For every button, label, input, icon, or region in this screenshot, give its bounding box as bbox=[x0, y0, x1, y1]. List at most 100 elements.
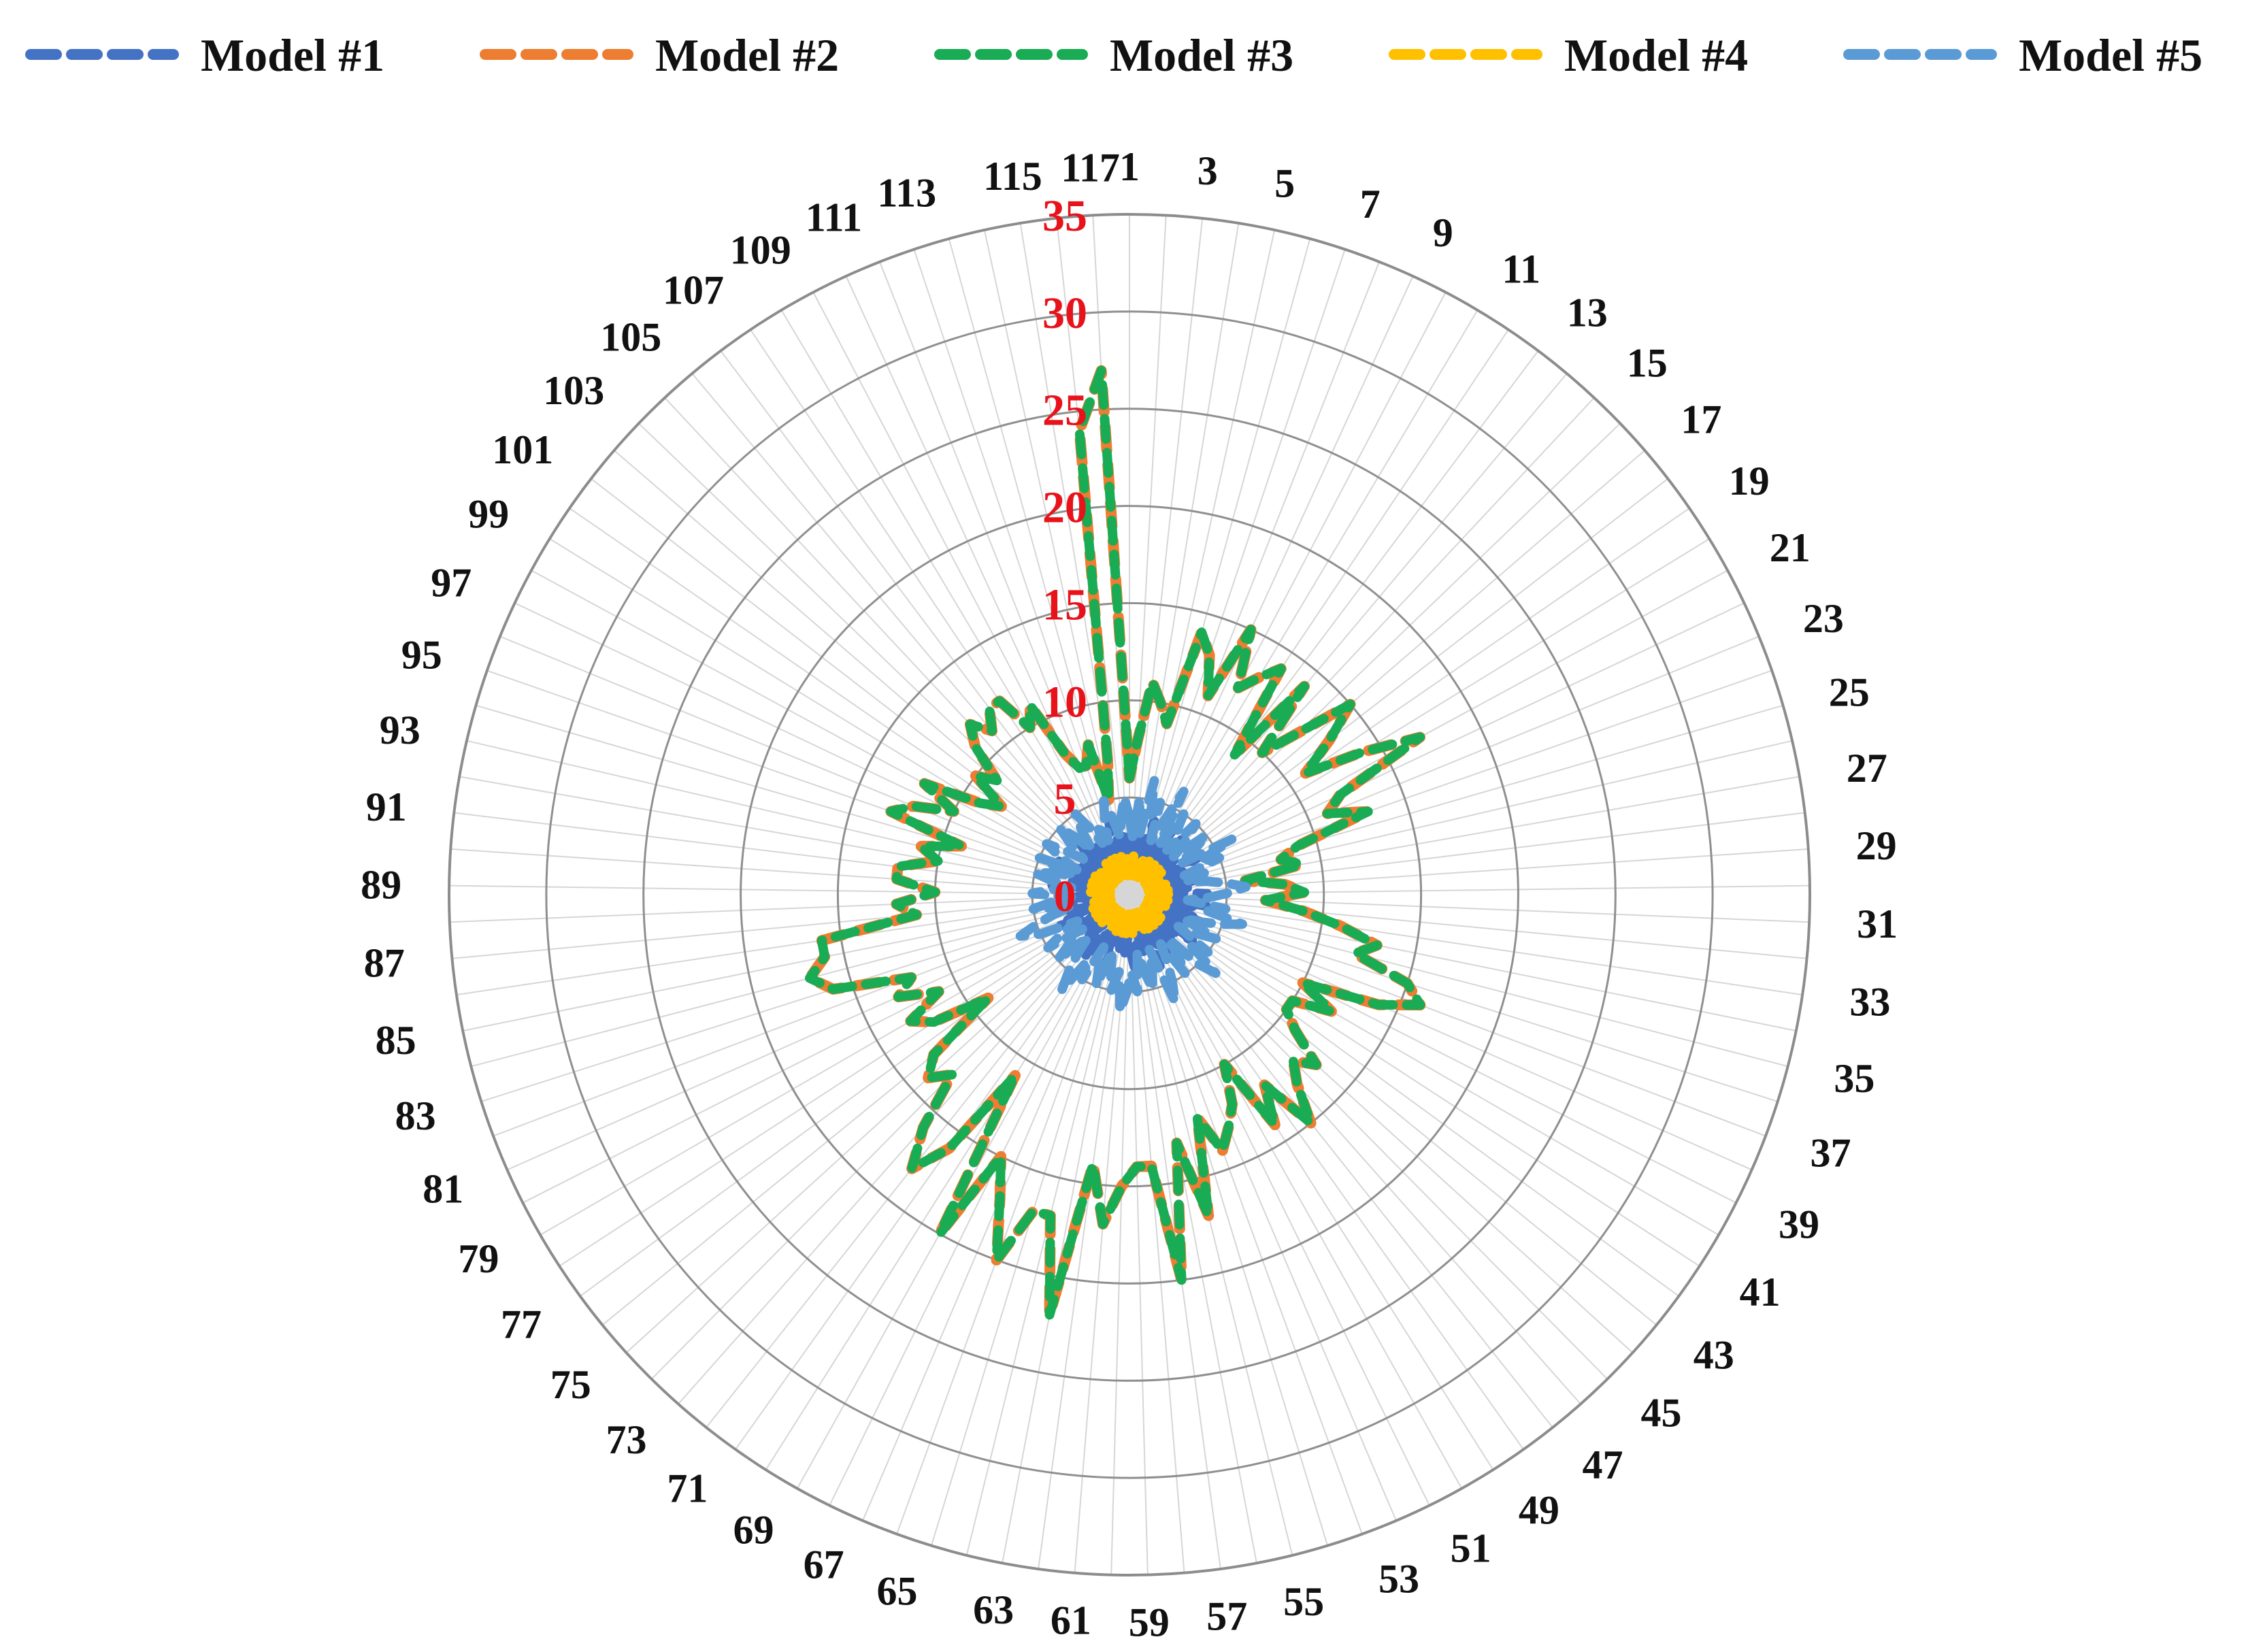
category-label: 93 bbox=[380, 708, 420, 753]
spoke-line bbox=[1129, 894, 1700, 1267]
grid-ring bbox=[836, 601, 1423, 1188]
legend-item: Model #3 bbox=[934, 29, 1293, 81]
category-label: 91 bbox=[366, 784, 407, 829]
spoke-line bbox=[1129, 215, 1167, 895]
legend-label: Model #5 bbox=[2019, 29, 2202, 81]
radial-spokes bbox=[449, 214, 1810, 1575]
category-label: 33 bbox=[1849, 979, 1890, 1024]
series-line bbox=[1015, 776, 1251, 1016]
spoke-line bbox=[463, 894, 1130, 1031]
series-layer bbox=[804, 365, 1426, 1321]
category-label: 19 bbox=[1729, 459, 1770, 503]
spoke-line bbox=[765, 894, 1130, 1470]
category-label: 25 bbox=[1829, 670, 1870, 714]
spoke-line bbox=[1002, 894, 1130, 1564]
spoke-line bbox=[1129, 894, 1524, 1450]
spoke-line bbox=[780, 310, 1130, 895]
spoke-line bbox=[1129, 894, 1679, 1297]
radial-tick-label: 30 bbox=[1042, 288, 1087, 338]
category-label: 77 bbox=[501, 1302, 542, 1347]
category-label: 15 bbox=[1627, 340, 1668, 385]
category-label: 117 bbox=[1061, 146, 1120, 191]
spoke-line bbox=[452, 894, 1130, 959]
category-label: 59 bbox=[1129, 1600, 1170, 1645]
category-label: 61 bbox=[1051, 1598, 1091, 1643]
spoke-line bbox=[1129, 222, 1240, 895]
spoke-line bbox=[1129, 261, 1381, 895]
category-label: 75 bbox=[550, 1362, 591, 1407]
spoke-line bbox=[1129, 894, 1149, 1575]
spoke-line bbox=[1129, 894, 1494, 1470]
radial-tick-label: 35 bbox=[1042, 191, 1087, 241]
spoke-line bbox=[456, 894, 1130, 996]
radial-tick-label: 5 bbox=[1054, 774, 1076, 824]
spoke-line bbox=[1129, 450, 1645, 895]
spoke-line bbox=[1129, 894, 1257, 1564]
spoke-line bbox=[691, 373, 1130, 895]
spoke-line bbox=[878, 261, 1130, 895]
category-label: 79 bbox=[458, 1236, 499, 1281]
category-label: 21 bbox=[1770, 525, 1811, 570]
spoke-line bbox=[531, 569, 1130, 895]
category-label: 5 bbox=[1274, 161, 1295, 206]
spoke-line bbox=[1110, 894, 1130, 1575]
spoke-line bbox=[1129, 894, 1657, 1326]
spoke-line bbox=[1129, 894, 1797, 1031]
legend-label: Model #3 bbox=[1110, 29, 1293, 81]
grid-ring bbox=[448, 213, 1811, 1576]
radial-tick-label: 20 bbox=[1042, 483, 1087, 533]
spoke-line bbox=[1129, 894, 1719, 1236]
category-label: 17 bbox=[1681, 397, 1721, 442]
category-label: 1 bbox=[1119, 144, 1140, 189]
spoke-line bbox=[449, 894, 1130, 923]
radial-tick-label: 0 bbox=[1054, 872, 1076, 921]
spoke-line bbox=[650, 894, 1130, 1380]
spoke-line bbox=[1129, 894, 1766, 1137]
spoke-line bbox=[601, 894, 1130, 1326]
spoke-line bbox=[476, 704, 1130, 895]
spoke-line bbox=[1129, 373, 1568, 895]
spoke-line bbox=[1129, 670, 1772, 895]
spoke-line bbox=[1129, 238, 1311, 895]
spoke-line bbox=[1129, 478, 1668, 895]
category-label: 57 bbox=[1206, 1593, 1247, 1638]
spoke-line bbox=[569, 508, 1130, 895]
radial-tick-label: 15 bbox=[1042, 580, 1087, 629]
spoke-line bbox=[1129, 894, 1779, 1102]
spoke-line bbox=[720, 350, 1130, 895]
category-label: 97 bbox=[431, 560, 472, 605]
spoke-line bbox=[580, 894, 1130, 1297]
category-label: 27 bbox=[1847, 746, 1887, 791]
category-label: 109 bbox=[730, 228, 791, 273]
legend-item: Model #4 bbox=[1389, 29, 1748, 81]
category-label: 45 bbox=[1641, 1391, 1682, 1436]
spoke-line bbox=[466, 740, 1130, 895]
chart-legend: Model #1 Model #2 Model #3 Model #4 Model #5 bbox=[25, 29, 2202, 81]
legend-item: Model #1 bbox=[25, 29, 384, 81]
spoke-line bbox=[1038, 894, 1130, 1570]
category-label: 9 bbox=[1433, 210, 1453, 255]
spoke-line bbox=[1129, 894, 1463, 1489]
category-label: 31 bbox=[1857, 902, 1898, 946]
spoke-line bbox=[1129, 740, 1793, 895]
legend-label: Model #2 bbox=[655, 29, 839, 81]
spoke-line bbox=[559, 894, 1130, 1267]
spoke-line bbox=[1129, 894, 1293, 1556]
spoke-line bbox=[1129, 329, 1509, 895]
spoke-line bbox=[486, 670, 1130, 895]
category-label: 37 bbox=[1811, 1130, 1851, 1175]
category-label: 113 bbox=[877, 170, 936, 215]
spoke-line bbox=[1129, 423, 1621, 895]
legend-item: Model #2 bbox=[480, 29, 839, 81]
spoke-line bbox=[1129, 894, 1221, 1570]
spoke-line bbox=[471, 894, 1130, 1068]
spoke-line bbox=[614, 450, 1130, 895]
category-label: 63 bbox=[973, 1587, 1014, 1632]
category-label: 29 bbox=[1856, 823, 1897, 868]
category-label: 89 bbox=[361, 863, 401, 908]
category-label: 55 bbox=[1283, 1579, 1324, 1624]
series-line bbox=[1086, 850, 1174, 938]
spoke-line bbox=[1129, 894, 1430, 1506]
grid-ring bbox=[740, 505, 1519, 1285]
